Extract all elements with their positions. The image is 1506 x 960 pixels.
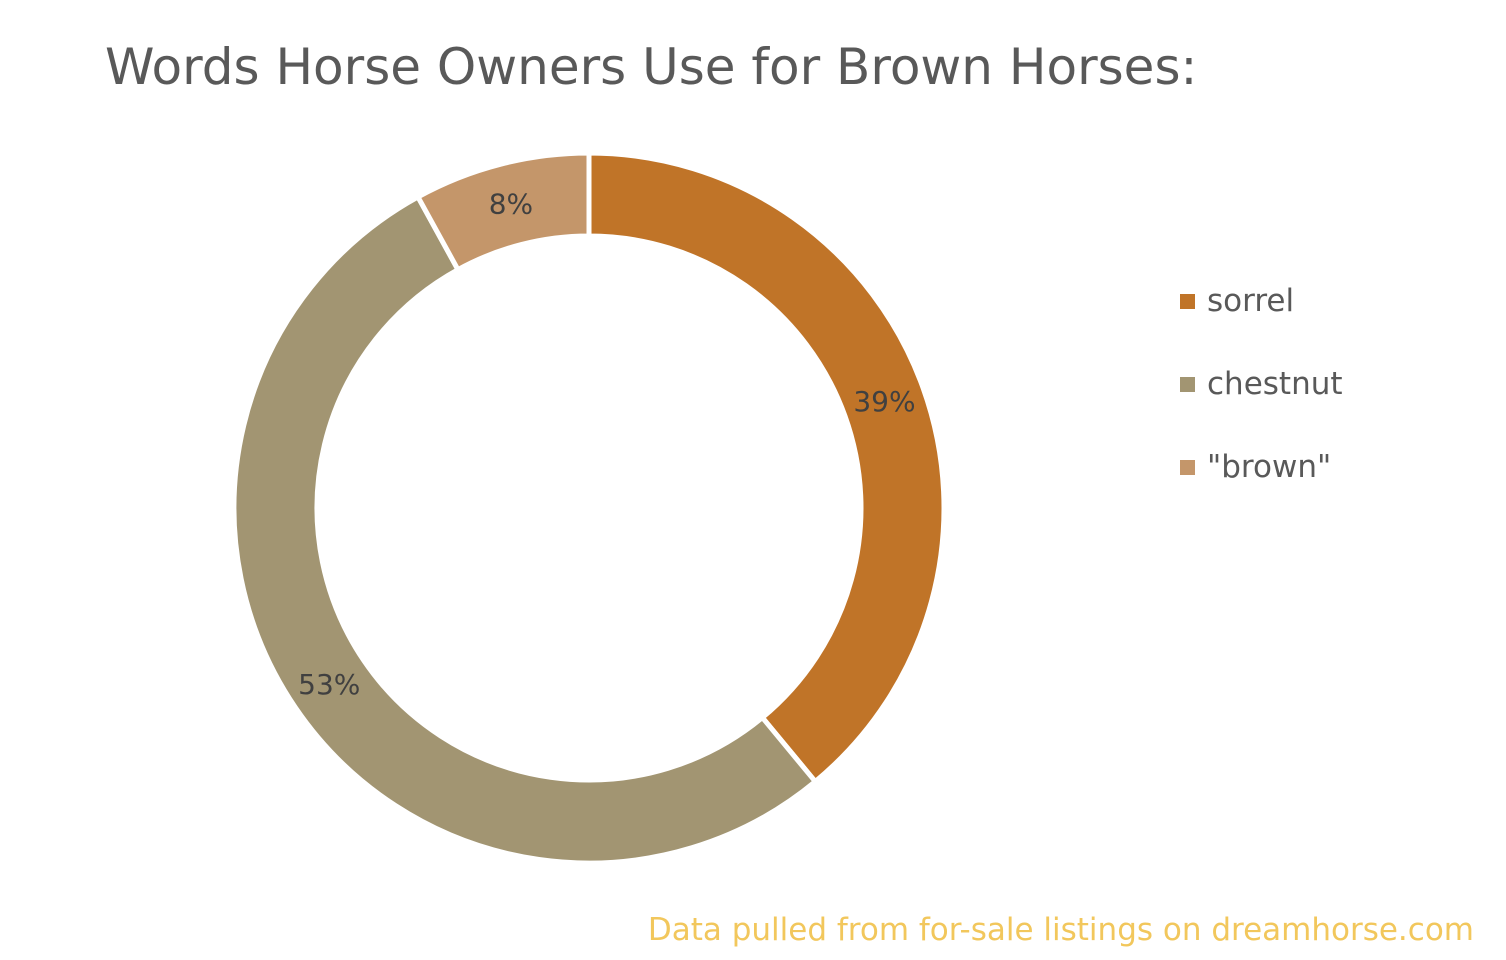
legend-item-chestnut: chestnut [1180,359,1343,409]
legend-item-brown: "brown" [1180,442,1343,492]
data-label-chestnut: 53% [298,668,360,701]
donut-slice-chestnut [231,194,818,866]
donut-slices [231,150,947,866]
donut-slice-brown [415,150,592,273]
legend-swatch-chestnut [1180,376,1195,392]
data-source-note: Data pulled from for-sale listings on dr… [647,912,1474,948]
legend-item-sorrel: sorrel [1180,276,1343,326]
donut-data-labels: 39% 53% 8% [298,187,915,701]
legend-swatch-sorrel [1180,293,1195,309]
legend-label-chestnut: chestnut [1207,366,1343,402]
chart-title: Words Horse Owners Use for Brown Horses: [105,38,1198,96]
legend-label-sorrel: sorrel [1207,283,1295,319]
data-label-sorrel: 39% [853,385,915,418]
chart-legend: sorrel chestnut "brown" [1180,276,1343,525]
donut-slice-sorrel [586,150,947,785]
legend-label-brown: "brown" [1207,449,1332,485]
legend-swatch-brown [1180,459,1195,475]
data-label-brown: 8% [489,187,533,220]
